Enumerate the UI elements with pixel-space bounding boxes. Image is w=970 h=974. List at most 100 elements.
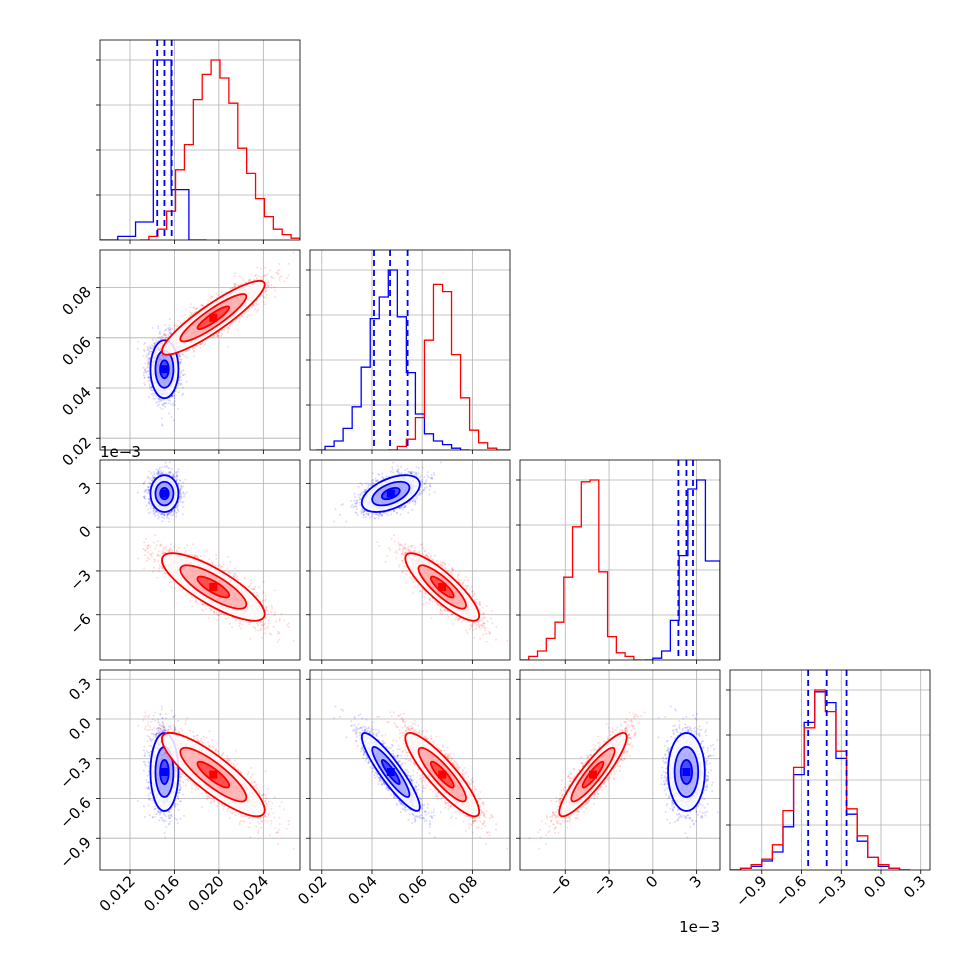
scatter-point xyxy=(241,316,243,318)
scatter-point xyxy=(168,325,170,327)
scatter-point xyxy=(265,290,267,292)
scatter-point xyxy=(146,356,148,358)
scatter-point xyxy=(137,341,139,343)
scatter-point xyxy=(269,270,271,272)
scatter-point xyxy=(278,263,280,265)
scatter-point xyxy=(229,325,231,327)
scatter-point xyxy=(143,367,145,369)
panel-0-0 xyxy=(96,40,300,244)
scatter-point xyxy=(242,279,244,281)
scatter-point xyxy=(157,337,159,339)
scatter-point xyxy=(283,281,285,283)
scatter-point xyxy=(137,348,139,350)
scatter-point xyxy=(154,365,156,367)
scatter-point xyxy=(213,335,215,337)
scatter-point xyxy=(265,287,267,289)
scatter-point xyxy=(189,314,191,316)
scatter-point xyxy=(179,322,181,324)
scatter-point xyxy=(155,339,157,341)
scatter-point xyxy=(176,360,178,362)
scatter-point xyxy=(142,355,144,357)
scatter-point xyxy=(181,354,183,356)
scatter-point xyxy=(177,325,179,327)
scatter-point xyxy=(149,358,151,360)
scatter-point xyxy=(155,402,157,404)
scatter-point xyxy=(159,359,161,361)
scatter-point xyxy=(220,335,222,337)
scatter-point xyxy=(178,383,180,385)
scatter-point xyxy=(162,336,164,338)
scatter-point xyxy=(164,330,166,332)
scatter-point xyxy=(165,402,167,404)
scatter-point xyxy=(234,272,236,274)
scatter-point xyxy=(193,307,195,309)
scatter-point xyxy=(227,331,229,333)
scatter-point xyxy=(163,362,165,364)
scatter-point xyxy=(156,349,158,351)
scatter-point xyxy=(260,268,262,270)
scatter-point xyxy=(144,377,146,379)
scatter-point xyxy=(199,347,201,349)
scatter-point xyxy=(158,403,160,405)
scatter-point xyxy=(204,343,206,345)
scatter-point xyxy=(168,402,170,404)
scatter-point xyxy=(191,312,193,314)
scatter-point xyxy=(157,327,159,329)
scatter-point xyxy=(149,351,151,353)
scatter-point xyxy=(182,369,184,371)
scatter-point xyxy=(154,356,156,358)
scatter-point xyxy=(180,356,182,358)
scatter-point xyxy=(153,395,155,397)
scatter-point xyxy=(274,290,276,292)
scatter-point xyxy=(190,303,192,305)
scatter-point xyxy=(152,357,154,359)
scatter-point xyxy=(240,283,242,285)
scatter-point xyxy=(168,412,170,414)
scatter-point xyxy=(170,328,172,330)
scatter-point xyxy=(158,372,160,374)
scatter-point xyxy=(162,356,164,358)
scatter-point xyxy=(154,342,156,344)
scatter-point xyxy=(182,374,184,376)
scatter-point xyxy=(277,270,279,272)
scatter-point xyxy=(211,336,213,338)
scatter-point xyxy=(157,347,159,349)
scatter-point xyxy=(264,275,266,277)
scatter-point xyxy=(147,366,149,368)
scatter-point xyxy=(256,277,258,279)
scatter-point xyxy=(148,376,150,378)
scatter-point xyxy=(265,285,267,287)
scatter-point xyxy=(196,307,198,309)
scatter-point xyxy=(147,370,149,372)
scatter-point xyxy=(159,407,161,409)
scatter-point xyxy=(175,394,177,396)
scatter-point xyxy=(152,389,154,391)
scatter-point xyxy=(165,360,167,362)
scatter-point xyxy=(235,320,237,322)
scatter-point xyxy=(271,276,273,278)
scatter-point xyxy=(147,349,149,351)
scatter-point xyxy=(220,291,222,293)
density-peak-series_a xyxy=(160,365,168,373)
scatter-point xyxy=(153,374,155,376)
scatter-point xyxy=(264,303,266,305)
scatter-point xyxy=(224,329,226,331)
scatter-point xyxy=(207,300,209,302)
scatter-point xyxy=(274,296,276,298)
scatter-point xyxy=(233,275,235,277)
scatter-point xyxy=(153,346,155,348)
scatter-point xyxy=(146,359,148,361)
scatter-point xyxy=(179,361,181,363)
scatter-point xyxy=(160,342,162,344)
scatter-point xyxy=(210,295,212,297)
scatter-point xyxy=(239,317,241,319)
scatter-point xyxy=(154,398,156,400)
scatter-point xyxy=(189,306,191,308)
scatter-point xyxy=(265,296,267,298)
scatter-point xyxy=(189,349,191,351)
scatter-point xyxy=(249,314,251,316)
scatter-point xyxy=(193,350,195,352)
scatter-point xyxy=(228,327,230,329)
scatter-point xyxy=(256,311,258,313)
scatter-point xyxy=(156,355,158,357)
